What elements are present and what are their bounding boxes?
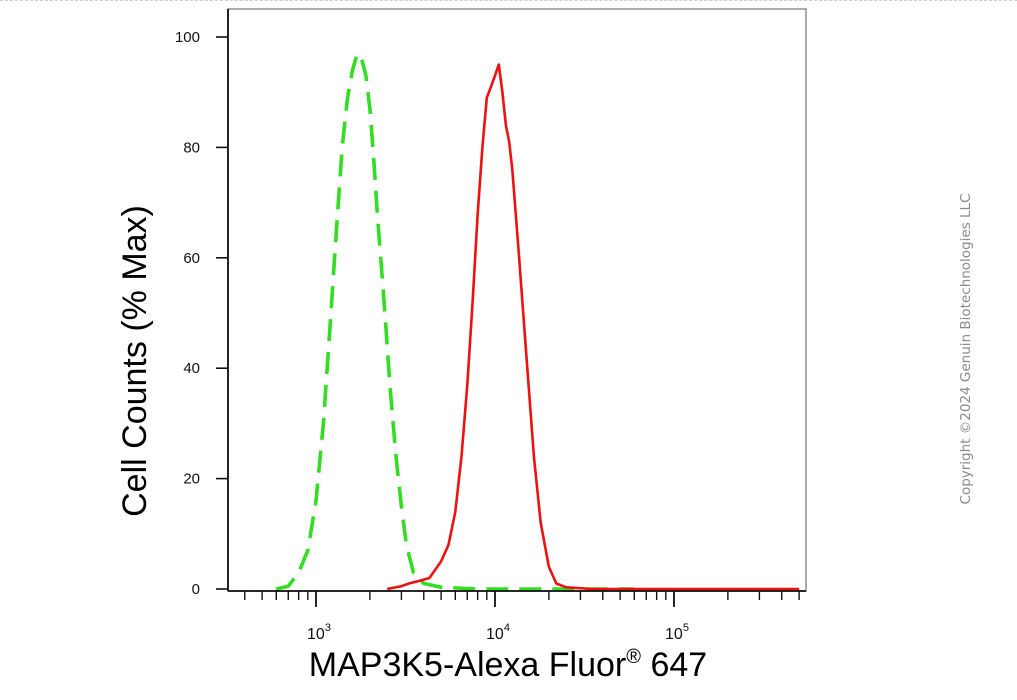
y-tick-label: 0 (192, 581, 200, 598)
y-tick-label: 100 (175, 29, 200, 46)
y-tick-label: 60 (183, 250, 200, 267)
x-axis-title-number: 647 (641, 646, 707, 684)
x-axis-title: MAP3K5-Alexa Fluor® 647 (309, 646, 707, 684)
x-axis-title-registered-mark: ® (626, 646, 641, 668)
x-axis-title-main: MAP3K5-Alexa Fluor (309, 646, 626, 684)
copyright-watermark: Copyright ©2024 Genuin Biotechnologies L… (958, 194, 974, 505)
x-ticks: 103 104 105 (244, 591, 800, 643)
x-tick-label: 103 (307, 622, 331, 643)
y-tick-label: 40 (183, 360, 200, 377)
x-tick-label: 104 (486, 622, 510, 643)
y-tick-label: 20 (183, 471, 200, 488)
y-tick-label: 80 (183, 139, 200, 156)
series-layer (275, 51, 800, 591)
stained-series-curve (386, 63, 800, 591)
x-tick-label: 105 (665, 622, 689, 643)
y-ticks: 0 20 40 60 80 100 (175, 29, 228, 598)
y-axis-title: Cell Counts (% Max) (116, 205, 154, 517)
control-series-curve (275, 51, 635, 591)
